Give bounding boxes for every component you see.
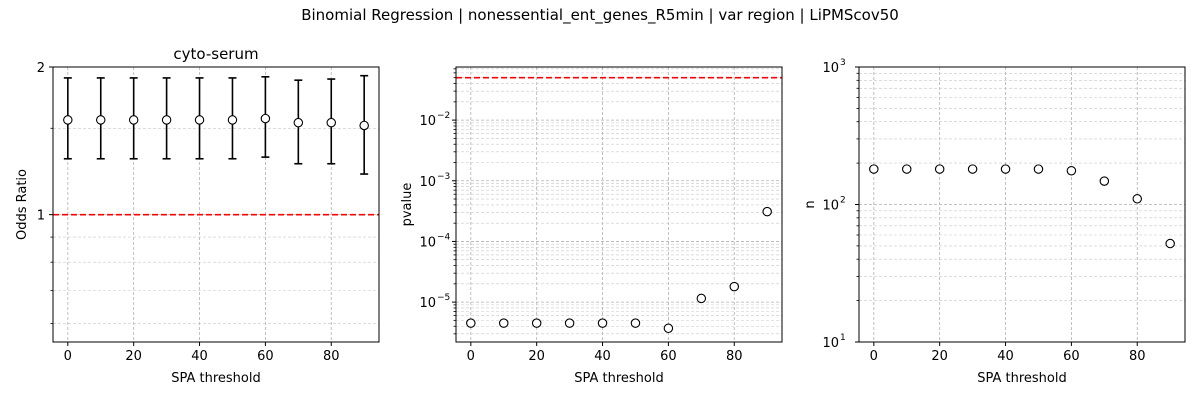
- data-point: [630, 318, 641, 328]
- y-tick-label: 1: [37, 209, 45, 224]
- data-point: [762, 206, 772, 217]
- y-tick-label: 10: [822, 61, 839, 76]
- x-tick-label: 60: [257, 349, 274, 364]
- data-point: [293, 117, 304, 128]
- x-axis-label: SPA threshold: [574, 371, 664, 386]
- y-tick-label: 10: [419, 235, 436, 250]
- y-tick-exponent: −2: [437, 111, 450, 121]
- x-tick-label: 80: [1129, 349, 1146, 364]
- data-point: [227, 115, 238, 125]
- data-point: [901, 164, 912, 174]
- data-point: [95, 115, 106, 125]
- figure-suptitle: Binomial Regression | nonessential_ent_g…: [301, 6, 899, 25]
- data-point: [967, 164, 978, 174]
- y-tick-label: 10: [822, 336, 839, 351]
- y-axis-label: Odds Ratio: [15, 169, 30, 240]
- data-point: [531, 318, 542, 328]
- data-point: [63, 115, 73, 125]
- y-tick-label: 10: [419, 114, 436, 129]
- y-axis-label: n: [803, 200, 818, 208]
- y-tick-exponent: −3: [437, 172, 450, 182]
- data-point: [729, 281, 740, 292]
- x-tick-label: 0: [870, 349, 878, 364]
- y-tick-exponent: 1: [840, 333, 846, 343]
- odds-ratio-panel: 0 20 40 60 80 1 2 cyto-serum SPA threshold Odds R…: [15, 45, 380, 386]
- data-point: [1000, 164, 1011, 174]
- data-point: [869, 164, 879, 174]
- data-point: [1033, 164, 1044, 174]
- x-tick-label: 80: [726, 349, 743, 364]
- y-axis-label: pvalue: [400, 183, 415, 227]
- axes-frame: [52, 66, 380, 343]
- x-tick-label: 60: [660, 349, 677, 364]
- data-point: [564, 318, 575, 328]
- data-point: [1165, 238, 1175, 249]
- data-point: [260, 113, 271, 124]
- x-axis-label: SPA threshold: [171, 371, 261, 386]
- x-axis-label: SPA threshold: [977, 371, 1067, 386]
- data-point: [1132, 194, 1143, 204]
- x-tick-label: 60: [1063, 349, 1080, 364]
- x-tick-label: 0: [467, 349, 475, 364]
- data-point: [161, 115, 172, 125]
- x-tick-label: 40: [594, 349, 611, 364]
- x-tick-label: 0: [64, 349, 72, 364]
- y-tick-exponent: 3: [840, 58, 846, 68]
- data-point: [696, 293, 707, 304]
- y-tick-exponent: −5: [437, 293, 450, 303]
- x-tick-label: 40: [997, 349, 1014, 364]
- x-tick-label: 80: [323, 349, 340, 364]
- data-point: [934, 164, 945, 174]
- x-tick-label: 40: [191, 349, 208, 364]
- data-point: [597, 318, 608, 328]
- y-tick-exponent: 2: [840, 196, 846, 206]
- data-point: [194, 115, 205, 125]
- y-tick-label: 10: [419, 296, 436, 311]
- data-point: [498, 318, 509, 328]
- x-tick-label: 20: [125, 349, 142, 364]
- data-point: [1099, 176, 1110, 186]
- subplot-title: cyto-serum: [173, 45, 258, 63]
- y-tick-exponent: −4: [437, 232, 451, 242]
- data-point: [128, 115, 139, 125]
- y-tick-label: 10: [822, 199, 839, 214]
- axes-frame: [455, 66, 783, 343]
- y-tick-label: 10: [419, 175, 436, 190]
- data-point: [359, 120, 369, 131]
- x-tick-label: 20: [931, 349, 948, 364]
- data-point: [466, 318, 476, 328]
- data-point: [663, 323, 674, 334]
- y-tick-label: 2: [37, 61, 45, 76]
- data-point: [326, 117, 337, 128]
- x-tick-label: 20: [528, 349, 545, 364]
- data-point: [1066, 165, 1077, 176]
